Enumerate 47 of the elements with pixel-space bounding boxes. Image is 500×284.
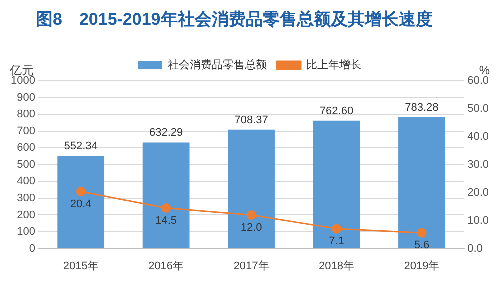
data-label: 783.28 bbox=[405, 102, 439, 114]
y-tick-label: 400 bbox=[17, 176, 36, 188]
bar bbox=[228, 130, 275, 248]
y-tick-label: 1000 bbox=[10, 75, 36, 88]
y-tick-label: 900 bbox=[17, 92, 36, 104]
y-tick-label: 200 bbox=[17, 209, 36, 222]
data-label: 552.34 bbox=[64, 140, 98, 153]
y2-tick-label: 50.0 bbox=[468, 103, 490, 115]
bar bbox=[142, 142, 190, 248]
point bbox=[76, 187, 86, 196]
y2-tick-label: 40.0 bbox=[468, 130, 490, 143]
y-tick-label: 600 bbox=[17, 142, 36, 154]
point bbox=[162, 204, 172, 213]
data-label: 20.4 bbox=[70, 198, 92, 210]
y2-tick-label: 30.0 bbox=[468, 158, 490, 171]
y-tick-label: 300 bbox=[17, 192, 36, 204]
bar bbox=[58, 156, 105, 248]
y-tick-label: 500 bbox=[17, 158, 36, 171]
data-label: 708.37 bbox=[234, 114, 268, 126]
data-label: 7.1 bbox=[329, 235, 344, 248]
x-tick-label: 2018年 bbox=[319, 260, 354, 272]
point bbox=[417, 228, 427, 238]
data-label: 762.60 bbox=[320, 105, 354, 118]
x-tick-label: 2017年 bbox=[234, 260, 270, 272]
data-label: 12.0 bbox=[240, 222, 262, 234]
data-label: 14.5 bbox=[156, 214, 178, 227]
y-axis-title: 亿元 bbox=[9, 63, 34, 78]
data-label: 632.29 bbox=[149, 127, 184, 140]
y-tick-label: 700 bbox=[17, 125, 36, 138]
point bbox=[246, 210, 256, 220]
chart-title: 图8 2015-2019年社会消费品零售总额及其增长速度 bbox=[35, 9, 434, 31]
y2-axis-title: % bbox=[479, 63, 490, 78]
x-tick-label: 2015年 bbox=[63, 260, 99, 272]
y-tick-label: 800 bbox=[17, 108, 36, 121]
point bbox=[332, 224, 342, 234]
x-tick-label: 2016年 bbox=[148, 260, 184, 272]
bar bbox=[398, 117, 446, 248]
legend-label: 社会消费品零售总额 bbox=[168, 58, 267, 72]
bar bbox=[313, 120, 360, 248]
y2-tick-label: 10.0 bbox=[468, 214, 490, 227]
legend-label: 比上年增长 bbox=[306, 58, 362, 72]
y2-tick-label: 20.0 bbox=[468, 186, 490, 199]
y-tick-label: 0 bbox=[29, 242, 36, 255]
y-tick-label: 100 bbox=[17, 226, 36, 238]
x-tick-label: 2019年 bbox=[404, 260, 440, 272]
y2-tick-label: 60.0 bbox=[468, 75, 490, 88]
y2-tick-label: 0.0 bbox=[468, 242, 483, 255]
